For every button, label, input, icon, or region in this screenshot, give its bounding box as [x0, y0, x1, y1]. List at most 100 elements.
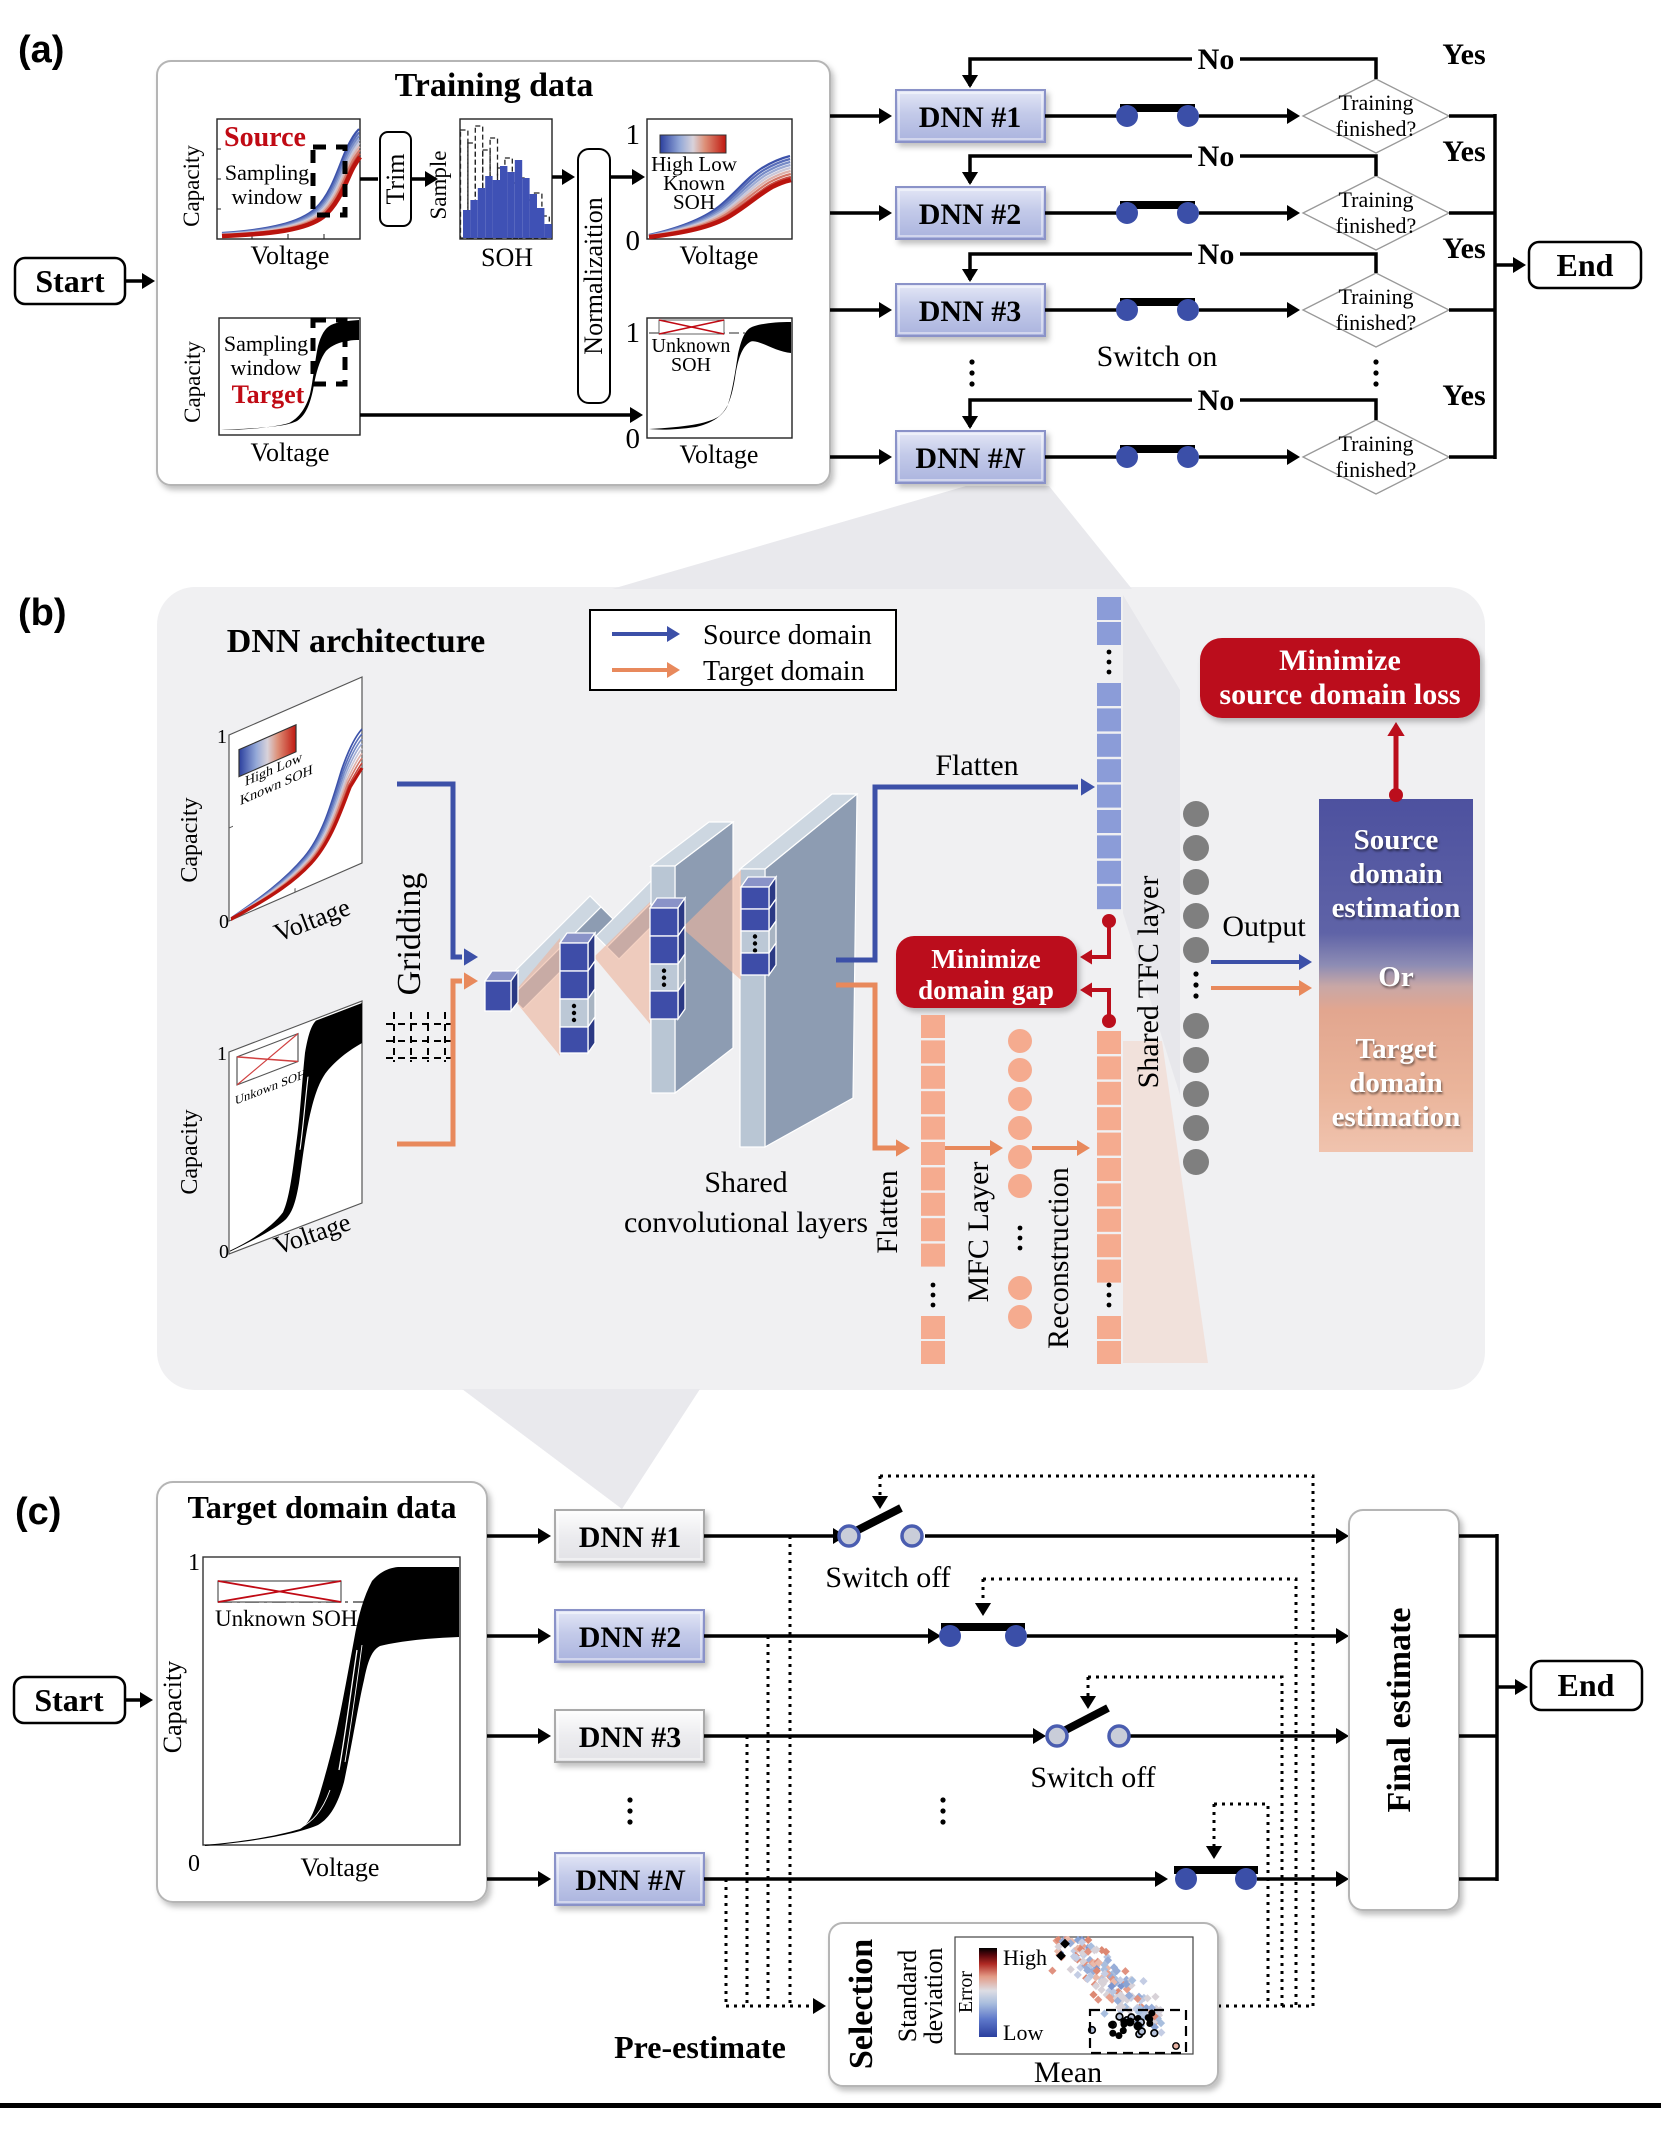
- svg-text:Training data: Training data: [395, 67, 594, 104]
- svg-text:Mean: Mean: [1034, 2056, 1102, 2089]
- svg-text:Sampling: Sampling: [224, 331, 308, 356]
- svg-text:Unknown: Unknown: [652, 335, 731, 357]
- svg-text:Training: Training: [1339, 187, 1414, 212]
- svg-text:window: window: [232, 184, 303, 209]
- svg-text:Target: Target: [232, 380, 305, 409]
- svg-text:Flatten: Flatten: [935, 749, 1018, 782]
- svg-text:DNN #N: DNN #N: [915, 442, 1026, 475]
- svg-text:Yes: Yes: [1442, 379, 1485, 412]
- svg-text:estimation: estimation: [1332, 892, 1461, 924]
- svg-text:Start: Start: [35, 263, 105, 299]
- svg-text:Shared: Shared: [704, 1166, 787, 1199]
- svg-text:Trim: Trim: [381, 153, 410, 204]
- svg-text:Target domain: Target domain: [703, 656, 865, 687]
- svg-text:Source domain: Source domain: [703, 620, 872, 651]
- svg-text:Flatten: Flatten: [871, 1170, 904, 1253]
- svg-text:window: window: [231, 355, 302, 380]
- svg-text:Sampling: Sampling: [225, 160, 309, 185]
- svg-text:Unknown SOH: Unknown SOH: [215, 1606, 357, 1631]
- svg-text:MFC Layer: MFC Layer: [962, 1162, 995, 1303]
- svg-text:domain: domain: [1349, 858, 1442, 890]
- svg-text:(b): (b): [18, 592, 67, 634]
- svg-text:Capacity: Capacity: [179, 145, 204, 227]
- svg-text:Pre-estimate: Pre-estimate: [614, 2029, 786, 2065]
- svg-text:source domain loss: source domain loss: [1219, 678, 1460, 711]
- svg-text:domain gap: domain gap: [918, 975, 1054, 1005]
- svg-text:Training: Training: [1339, 284, 1414, 309]
- svg-text:Voltage: Voltage: [301, 1853, 380, 1882]
- svg-text:Training: Training: [1339, 90, 1414, 115]
- svg-text:Shared TFC layer: Shared TFC layer: [1132, 876, 1165, 1089]
- svg-text:convolutional layers: convolutional layers: [624, 1206, 868, 1239]
- svg-text:Switch off: Switch off: [825, 1561, 950, 1594]
- svg-text:End: End: [1557, 247, 1614, 283]
- svg-text:Yes: Yes: [1442, 135, 1485, 168]
- svg-text:SOH: SOH: [481, 243, 533, 272]
- svg-text:Sample: Sample: [426, 151, 451, 220]
- svg-text:End: End: [1558, 1667, 1615, 1703]
- svg-text:finished?: finished?: [1336, 116, 1417, 141]
- svg-text:Normalizaition: Normalizaition: [579, 197, 608, 354]
- svg-text:1: 1: [626, 119, 641, 151]
- svg-text:DNN #1: DNN #1: [919, 101, 1022, 134]
- svg-text:DNN #N: DNN #N: [575, 1864, 686, 1897]
- svg-text:0: 0: [219, 1241, 229, 1263]
- svg-text:Standard: Standard: [893, 1950, 922, 2042]
- svg-text:0: 0: [188, 1851, 200, 1877]
- svg-text:DNN #3: DNN #3: [579, 1721, 682, 1754]
- svg-text:Voltage: Voltage: [680, 440, 759, 469]
- svg-text:No: No: [1198, 238, 1235, 271]
- svg-text:0: 0: [219, 911, 229, 933]
- svg-text:Selection: Selection: [843, 1939, 880, 2069]
- svg-text:finished?: finished?: [1336, 213, 1417, 238]
- svg-text:Error: Error: [955, 1971, 977, 2014]
- svg-text:0: 0: [626, 225, 641, 257]
- svg-text:Capacity: Capacity: [180, 341, 205, 423]
- svg-text:Yes: Yes: [1442, 232, 1485, 265]
- svg-text:estimation: estimation: [1332, 1101, 1461, 1133]
- svg-text:DNN #2: DNN #2: [579, 1621, 682, 1654]
- svg-text:SOH: SOH: [673, 190, 715, 214]
- svg-text:Capacity: Capacity: [177, 797, 203, 882]
- svg-text:Capacity: Capacity: [158, 1661, 187, 1753]
- svg-text:Minimize: Minimize: [931, 944, 1040, 974]
- svg-text:Target domain data: Target domain data: [187, 1489, 456, 1525]
- svg-text:Switch off: Switch off: [1030, 1761, 1155, 1794]
- svg-text:0: 0: [626, 423, 641, 455]
- svg-text:Voltage: Voltage: [251, 241, 330, 270]
- svg-text:finished?: finished?: [1336, 457, 1417, 482]
- svg-text:deviation: deviation: [919, 1948, 948, 2045]
- svg-text:finished?: finished?: [1336, 310, 1417, 335]
- svg-text:SOH: SOH: [671, 354, 711, 376]
- svg-text:Or: Or: [1378, 961, 1414, 993]
- svg-text:Output: Output: [1222, 910, 1306, 943]
- svg-text:No: No: [1198, 384, 1235, 417]
- svg-text:Training: Training: [1339, 431, 1414, 456]
- svg-text:DNN #2: DNN #2: [919, 198, 1022, 231]
- svg-text:Voltage: Voltage: [251, 438, 330, 467]
- svg-text:1: 1: [188, 1550, 200, 1576]
- svg-text:1: 1: [217, 726, 227, 748]
- svg-text:Switch on: Switch on: [1097, 340, 1218, 373]
- svg-text:DNN #1: DNN #1: [579, 1521, 682, 1554]
- svg-text:Target: Target: [1355, 1033, 1436, 1065]
- svg-text:DNN architecture: DNN architecture: [227, 623, 485, 660]
- svg-text:Yes: Yes: [1442, 38, 1485, 71]
- svg-text:1: 1: [217, 1043, 227, 1065]
- svg-text:Reconstruction: Reconstruction: [1042, 1167, 1075, 1349]
- svg-text:(a): (a): [18, 29, 64, 71]
- svg-text:High Low: High Low: [651, 152, 738, 176]
- svg-text:Source: Source: [224, 122, 306, 153]
- svg-text:Start: Start: [34, 1682, 104, 1718]
- svg-text:Voltage: Voltage: [680, 241, 759, 270]
- svg-text:Final estimate: Final estimate: [1381, 1608, 1418, 1813]
- svg-text:Minimize: Minimize: [1279, 644, 1401, 677]
- svg-text:No: No: [1198, 43, 1235, 76]
- svg-text:Low: Low: [1003, 2020, 1043, 2045]
- svg-text:1: 1: [626, 317, 641, 349]
- svg-text:(c): (c): [15, 1491, 61, 1533]
- svg-text:Known: Known: [663, 171, 725, 195]
- svg-text:High: High: [1003, 1945, 1047, 1970]
- svg-text:DNN #3: DNN #3: [919, 295, 1022, 328]
- svg-text:domain: domain: [1349, 1067, 1442, 1099]
